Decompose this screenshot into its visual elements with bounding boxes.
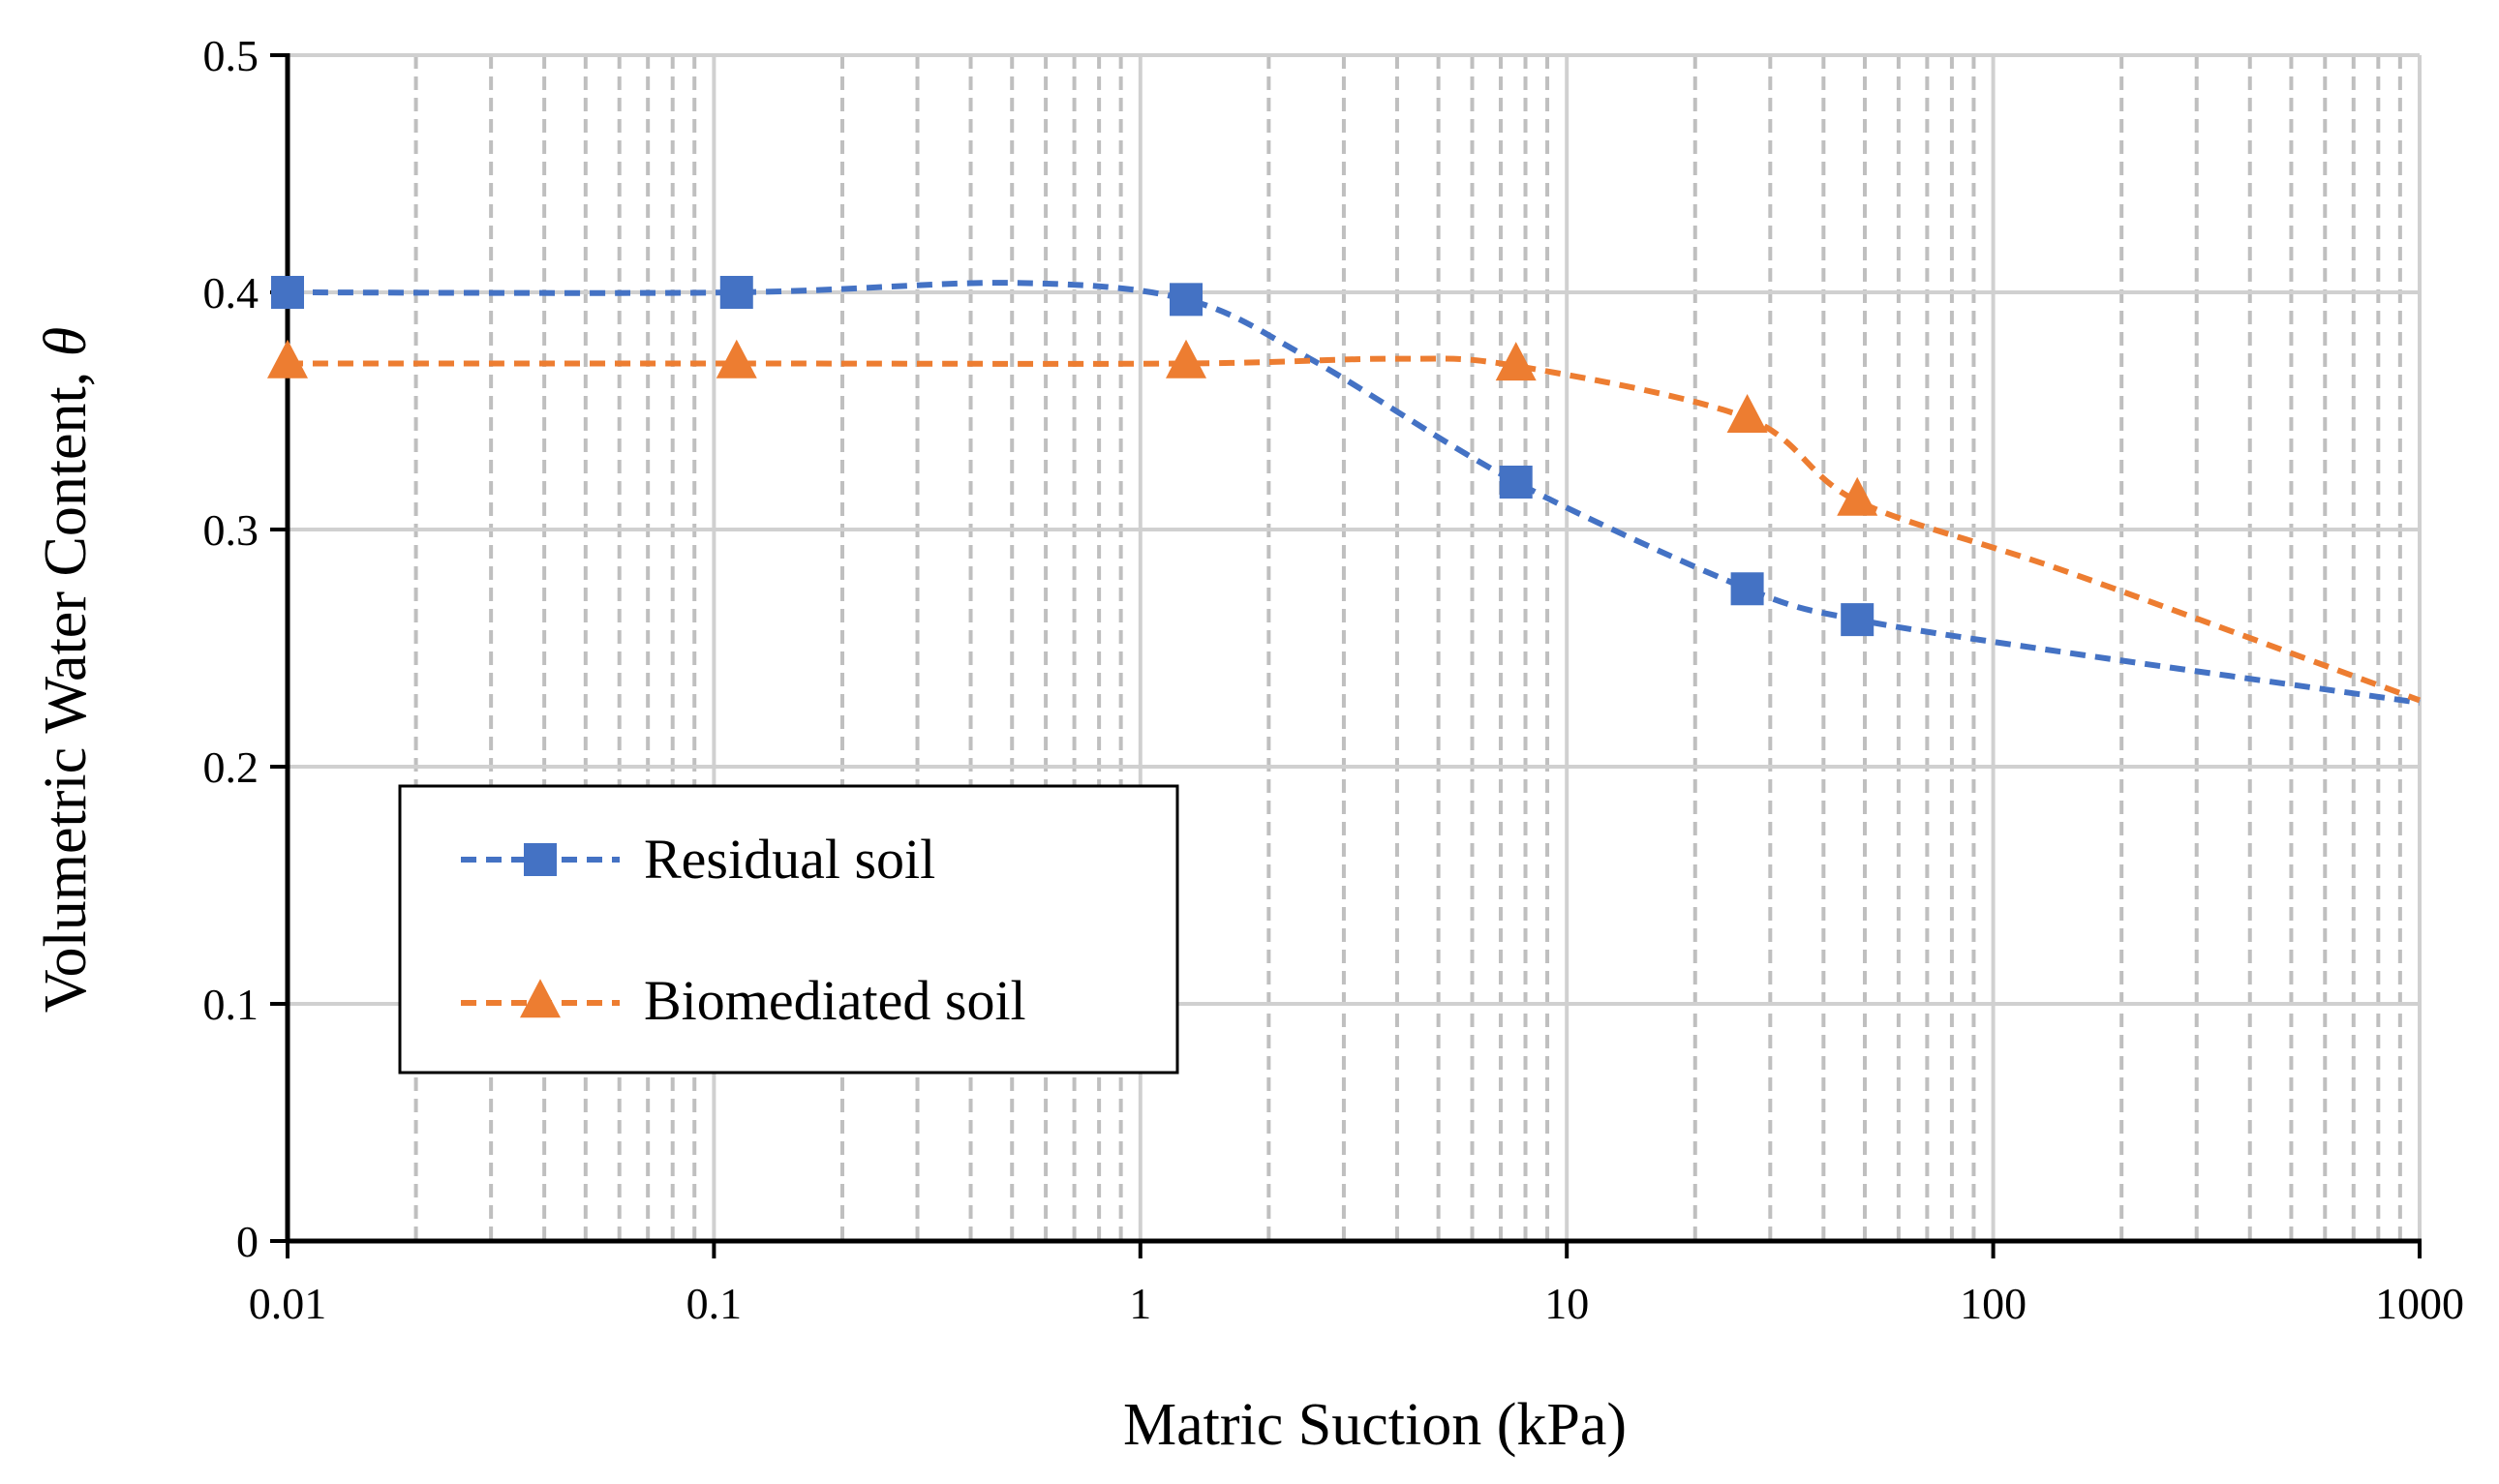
y-axis-title: Volumetric Water Content, θ: [33, 327, 99, 1014]
x-tick-label: 1000: [2375, 1279, 2464, 1328]
data-point-residual-soil: [719, 276, 753, 309]
data-point-biomediated-soil: [1495, 342, 1537, 381]
x-tick-label: 0.01: [249, 1279, 327, 1328]
series-residual-soil: [271, 276, 2421, 706]
y-axis-title-main: Volumetric Water Content,: [33, 356, 99, 1013]
legend-label-biomediated-soil: Biomediated soil: [644, 969, 1026, 1032]
y-tick-label: 0.2: [203, 742, 259, 792]
series: [267, 276, 2422, 706]
data-point-residual-soil: [1499, 466, 1533, 499]
y-tick-label: 0: [236, 1217, 259, 1266]
legend: Residual soil Biomediated soil: [398, 784, 1179, 1075]
data-point-residual-soil: [1841, 603, 1874, 637]
y-tick-label: 0.5: [203, 31, 259, 80]
series-line-residual-soil: [287, 280, 2421, 706]
data-point-biomediated-soil: [716, 339, 757, 379]
tick-labels: 0 0.1 0.2 0.3 0.4 0.5 0.01 0.1 1 10 100 1000: [203, 31, 2465, 1328]
y-tick-label: 0.4: [203, 268, 259, 318]
y-axis-title-symbol: θ: [33, 327, 99, 356]
x-axis-title: Matric Suction (kPa): [1123, 1392, 1627, 1458]
data-point-biomediated-soil: [1837, 476, 1878, 516]
x-tick-label: 100: [1960, 1279, 2027, 1328]
y-tick-label: 0.3: [203, 505, 259, 555]
legend-entry-biomediated-soil: [461, 979, 620, 1018]
legend-box: [398, 784, 1179, 1075]
data-point-biomediated-soil: [1166, 339, 1207, 379]
y-tick-label: 0.1: [203, 980, 259, 1029]
legend-entry-residual-soil: [461, 843, 620, 876]
legend-marker-biomediated-soil: [520, 979, 561, 1018]
x-tick-label: 1: [1129, 1279, 1151, 1328]
legend-label-residual-soil: Residual soil: [644, 828, 935, 891]
data-point-residual-soil: [271, 276, 304, 309]
data-point-biomediated-soil: [1726, 394, 1768, 434]
data-point-biomediated-soil: [267, 339, 308, 379]
x-tick-label: 0.1: [686, 1279, 743, 1328]
series-biomediated-soil: [267, 339, 2422, 704]
x-tick-label: 10: [1544, 1279, 1589, 1328]
legend-marker-residual-soil: [524, 843, 557, 876]
data-point-residual-soil: [1170, 283, 1204, 317]
data-point-residual-soil: [1730, 572, 1764, 606]
